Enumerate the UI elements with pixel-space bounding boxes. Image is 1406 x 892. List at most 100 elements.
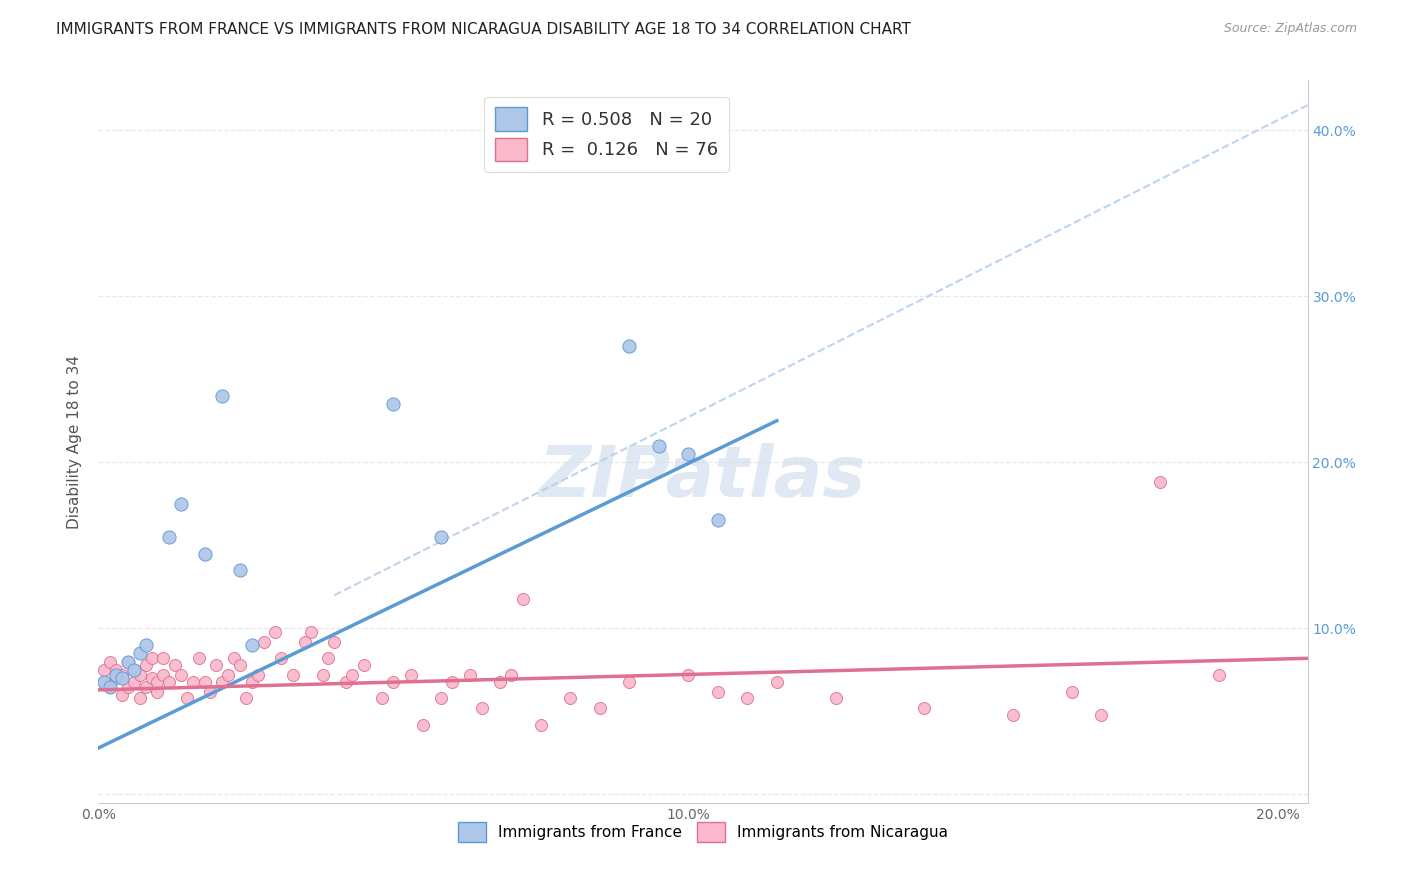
- Point: [399, 668, 422, 682]
- Point: [240, 674, 263, 689]
- Point: [141, 651, 163, 665]
- Point: [458, 668, 481, 682]
- Point: [128, 668, 150, 682]
- Text: Source: ZipAtlas.com: Source: ZipAtlas.com: [1223, 22, 1357, 36]
- Point: [117, 680, 139, 694]
- Point: [105, 663, 128, 677]
- Point: [264, 624, 287, 639]
- Point: [165, 657, 187, 672]
- Point: [122, 663, 145, 677]
- Point: [488, 674, 510, 689]
- Point: [912, 701, 935, 715]
- Point: [229, 563, 252, 577]
- Point: [194, 674, 217, 689]
- Point: [152, 651, 174, 665]
- Point: [135, 680, 157, 694]
- Point: [340, 668, 363, 682]
- Point: [382, 674, 405, 689]
- Point: [353, 657, 375, 672]
- Point: [824, 691, 846, 706]
- Legend: Immigrants from France, Immigrants from Nicaragua: Immigrants from France, Immigrants from …: [450, 814, 956, 849]
- Point: [222, 651, 245, 665]
- Point: [194, 547, 217, 561]
- Point: [111, 688, 134, 702]
- Point: [512, 591, 534, 606]
- Point: [335, 674, 357, 689]
- Point: [211, 389, 233, 403]
- Point: [111, 671, 134, 685]
- Point: [217, 668, 239, 682]
- Point: [281, 668, 304, 682]
- Point: [323, 634, 346, 648]
- Point: [98, 680, 121, 694]
- Point: [205, 657, 228, 672]
- Text: IMMIGRANTS FROM FRANCE VS IMMIGRANTS FROM NICARAGUA DISABILITY AGE 18 TO 34 CORR: IMMIGRANTS FROM FRANCE VS IMMIGRANTS FRO…: [56, 22, 911, 37]
- Point: [501, 668, 523, 682]
- Point: [370, 691, 392, 706]
- Point: [105, 668, 128, 682]
- Point: [1090, 707, 1112, 722]
- Point: [619, 674, 641, 689]
- Point: [294, 634, 316, 648]
- Point: [252, 634, 274, 648]
- Y-axis label: Disability Age 18 to 34: Disability Age 18 to 34: [67, 354, 83, 529]
- Point: [122, 674, 145, 689]
- Point: [235, 691, 257, 706]
- Point: [240, 638, 263, 652]
- Point: [318, 651, 340, 665]
- Point: [176, 691, 198, 706]
- Point: [1149, 475, 1171, 490]
- Point: [299, 624, 322, 639]
- Point: [706, 684, 728, 698]
- Point: [560, 691, 582, 706]
- Point: [429, 530, 451, 544]
- Point: [1001, 707, 1024, 722]
- Point: [765, 674, 787, 689]
- Point: [122, 663, 145, 677]
- Point: [152, 668, 174, 682]
- Point: [589, 701, 612, 715]
- Point: [170, 497, 193, 511]
- Point: [229, 657, 252, 672]
- Point: [141, 671, 163, 685]
- Point: [157, 530, 180, 544]
- Point: [93, 674, 115, 689]
- Point: [105, 671, 128, 685]
- Point: [187, 651, 209, 665]
- Point: [117, 655, 139, 669]
- Point: [270, 651, 292, 665]
- Point: [128, 646, 150, 660]
- Text: ZIPatlas: ZIPatlas: [540, 443, 866, 512]
- Point: [648, 439, 671, 453]
- Point: [146, 684, 169, 698]
- Point: [98, 655, 121, 669]
- Point: [181, 674, 204, 689]
- Point: [157, 674, 180, 689]
- Point: [246, 668, 269, 682]
- Point: [735, 691, 758, 706]
- Point: [311, 668, 333, 682]
- Point: [211, 674, 233, 689]
- Point: [706, 513, 728, 527]
- Point: [619, 339, 641, 353]
- Point: [200, 684, 222, 698]
- Point: [170, 668, 193, 682]
- Point: [678, 668, 700, 682]
- Point: [135, 657, 157, 672]
- Point: [111, 668, 134, 682]
- Point: [93, 674, 115, 689]
- Point: [128, 691, 150, 706]
- Point: [412, 717, 434, 731]
- Point: [1208, 668, 1230, 682]
- Point: [530, 717, 553, 731]
- Point: [678, 447, 700, 461]
- Point: [1060, 684, 1083, 698]
- Point: [471, 701, 494, 715]
- Point: [429, 691, 451, 706]
- Point: [441, 674, 464, 689]
- Point: [382, 397, 405, 411]
- Point: [146, 674, 169, 689]
- Point: [93, 663, 115, 677]
- Point: [117, 655, 139, 669]
- Point: [135, 638, 157, 652]
